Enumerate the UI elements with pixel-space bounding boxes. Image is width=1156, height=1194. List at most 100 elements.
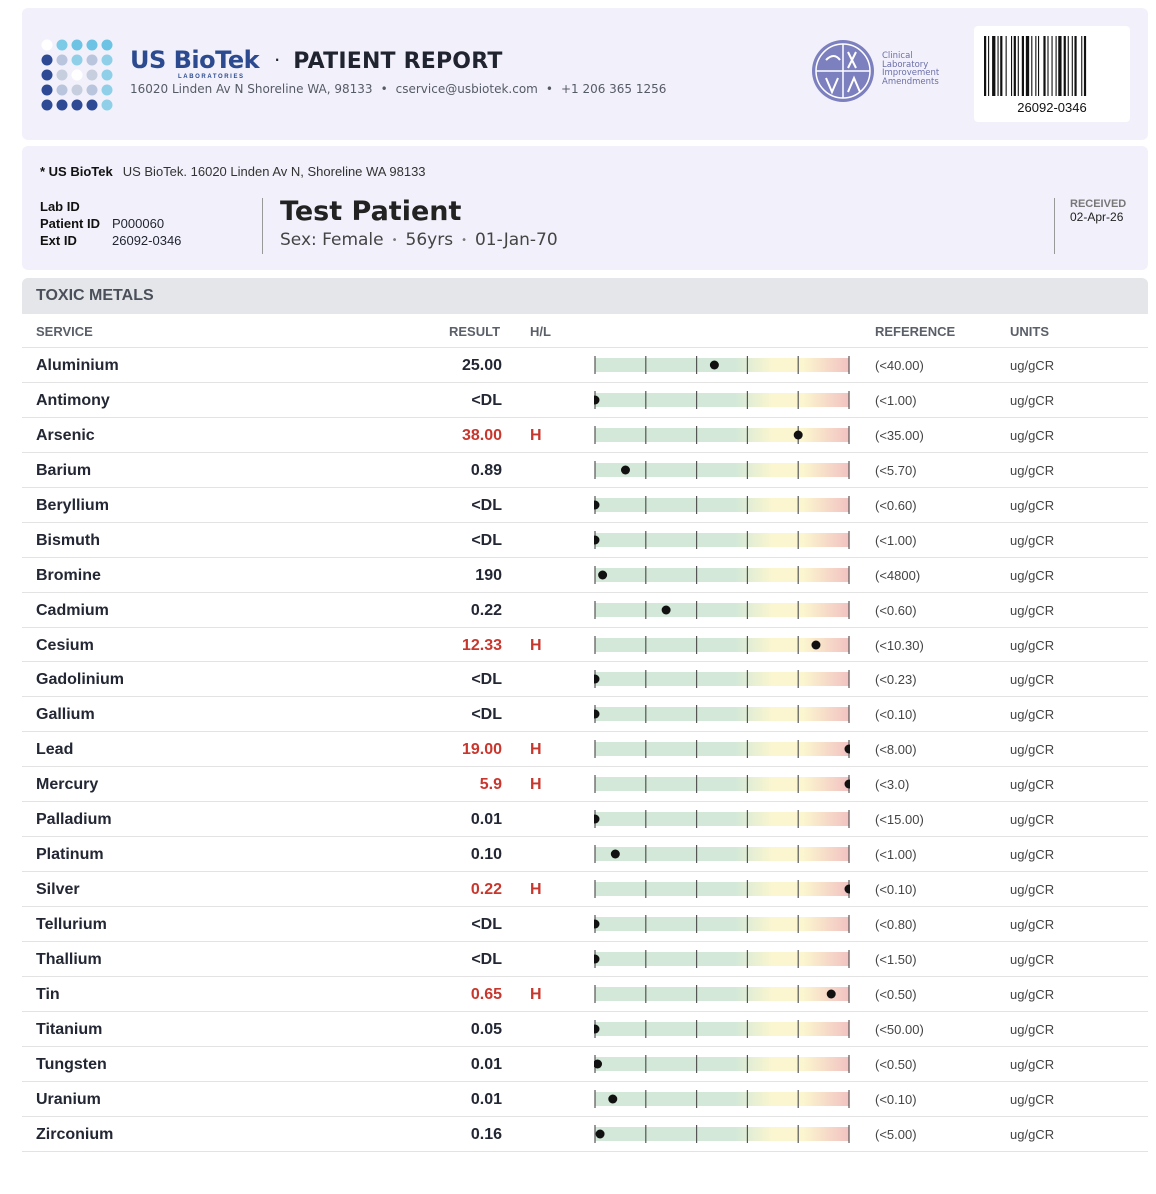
units: ug/gCR	[1010, 742, 1055, 758]
barcode-bar	[1055, 36, 1057, 96]
brand-name: US BioTek	[130, 46, 260, 74]
result-value: <DL	[471, 916, 502, 933]
table-row: Bismuth <DL (<1.00) ug/gCR	[22, 523, 1148, 558]
hl-flag: H	[530, 741, 542, 759]
units: ug/gCR	[1010, 882, 1055, 898]
result-value: 190	[475, 566, 502, 584]
result-value: 0.10	[470, 846, 502, 864]
service-name: Barium	[36, 461, 92, 479]
result-value: 38.00	[461, 426, 502, 444]
table-row: Arsenic 38.00 H (<35.00) ug/gCR	[22, 418, 1148, 453]
logo-dot	[56, 84, 68, 96]
result-marker	[594, 709, 600, 719]
reference-range: (<0.60)	[875, 602, 917, 618]
logo-dot	[86, 39, 98, 51]
units: ug/gCR	[1010, 1091, 1055, 1107]
reference-range: (<10.30)	[875, 637, 924, 653]
barcode-bar	[1005, 36, 1007, 96]
range-bar-fill	[595, 1056, 849, 1071]
result-marker	[709, 360, 719, 370]
result-marker	[594, 1024, 600, 1034]
table-row: Lead 19.00 H (<8.00) ug/gCR	[22, 732, 1148, 768]
barcode-bar	[988, 36, 990, 96]
range-bar	[594, 390, 850, 409]
col-hl-header: H/L	[530, 324, 551, 339]
contact-email: cservice@usbiotek.com	[395, 82, 538, 96]
report-title: PATIENT REPORT	[293, 49, 503, 74]
reference-range: (<0.23)	[875, 672, 917, 688]
result-marker	[608, 1094, 618, 1104]
service-name: Zirconium	[36, 1125, 114, 1143]
result-value: 0.05	[470, 1020, 502, 1038]
result-value: <DL	[471, 391, 502, 409]
units: ug/gCR	[1010, 392, 1055, 408]
range-bar	[594, 1019, 850, 1038]
reference-range: (<5.70)	[875, 462, 917, 478]
logo-dot	[71, 39, 83, 51]
table-row: Mercury 5.9 H (<3.0) ug/gCR	[22, 767, 1148, 803]
column-header-row: SERVICE RESULT H/L REFERENCE UNITS	[22, 314, 1148, 348]
barcode-bar	[1035, 36, 1037, 96]
range-bar	[594, 565, 850, 584]
logo-dot	[41, 99, 53, 111]
units: ug/gCR	[1010, 462, 1055, 478]
service-name: Tungsten	[36, 1055, 107, 1073]
range-bar-fill	[595, 742, 849, 757]
logo-dot	[41, 69, 53, 81]
clia-text: Clinical Laboratory Improvement Amendmen…	[882, 52, 939, 86]
units: ug/gCR	[1010, 707, 1055, 723]
range-bar	[594, 1089, 850, 1108]
result-marker	[594, 500, 600, 510]
reference-range: (<0.10)	[875, 707, 917, 723]
range-bar-fill	[595, 847, 849, 862]
col-units-header: UNITS	[1010, 324, 1049, 339]
brand-block: US BioTek · PATIENT REPORT LABORATORIES	[130, 46, 503, 80]
range-bar	[594, 984, 850, 1003]
range-bar-fill	[595, 392, 849, 407]
service-name: Lead	[36, 741, 74, 759]
barcode-bar	[1047, 36, 1049, 96]
service-name: Arsenic	[36, 426, 95, 444]
lab-name: * US BioTek	[40, 164, 113, 179]
hl-flag: H	[530, 985, 542, 1003]
service-name: Cadmium	[36, 601, 109, 619]
logo-dot	[56, 69, 68, 81]
service-name: Bromine	[36, 566, 101, 584]
range-bar-fill	[595, 812, 849, 827]
logo-dot	[56, 54, 68, 66]
col-result-header: RESULT	[449, 324, 501, 339]
result-marker	[594, 919, 600, 929]
logo-dot	[56, 99, 68, 111]
table-row: Barium 0.89 (<5.70) ug/gCR	[22, 453, 1148, 488]
barcode-bar	[1081, 36, 1083, 96]
service-name: Palladium	[36, 811, 112, 829]
result-marker	[661, 605, 671, 615]
barcode-bar	[1083, 36, 1087, 96]
barcode-bar	[1043, 36, 1046, 96]
barcode-bar	[1051, 36, 1053, 96]
units: ug/gCR	[1010, 1056, 1055, 1072]
result-marker	[594, 674, 600, 684]
hl-flag: H	[530, 881, 542, 899]
reference-range: (<5.00)	[875, 1126, 917, 1142]
range-bar	[594, 740, 850, 759]
clia-logo: Clinical Laboratory Improvement Amendmen…	[810, 38, 956, 104]
reference-range: (<50.00)	[875, 1021, 924, 1037]
service-name: Titanium	[36, 1020, 103, 1038]
reference-range: (<1.00)	[875, 392, 917, 408]
service-name: Mercury	[36, 776, 99, 794]
lab-address: 16020 Linden Av N Shoreline WA, 98133	[130, 82, 373, 96]
result-marker	[826, 989, 836, 999]
result-value: <DL	[471, 950, 502, 968]
result-value: 5.9	[479, 776, 502, 794]
result-marker	[594, 1059, 603, 1069]
clia-text-line: Improvement	[882, 68, 940, 78]
result-value: 0.01	[470, 1055, 502, 1073]
logo-dot	[101, 39, 113, 51]
report-header: US BioTek · PATIENT REPORT LABORATORIES …	[22, 8, 1148, 140]
barcode-bar	[1071, 36, 1073, 96]
service-name: Gallium	[36, 706, 95, 724]
table-row: Platinum 0.10 (<1.00) ug/gCR	[22, 837, 1148, 873]
result-marker	[844, 884, 850, 894]
logo-dot	[86, 84, 98, 96]
